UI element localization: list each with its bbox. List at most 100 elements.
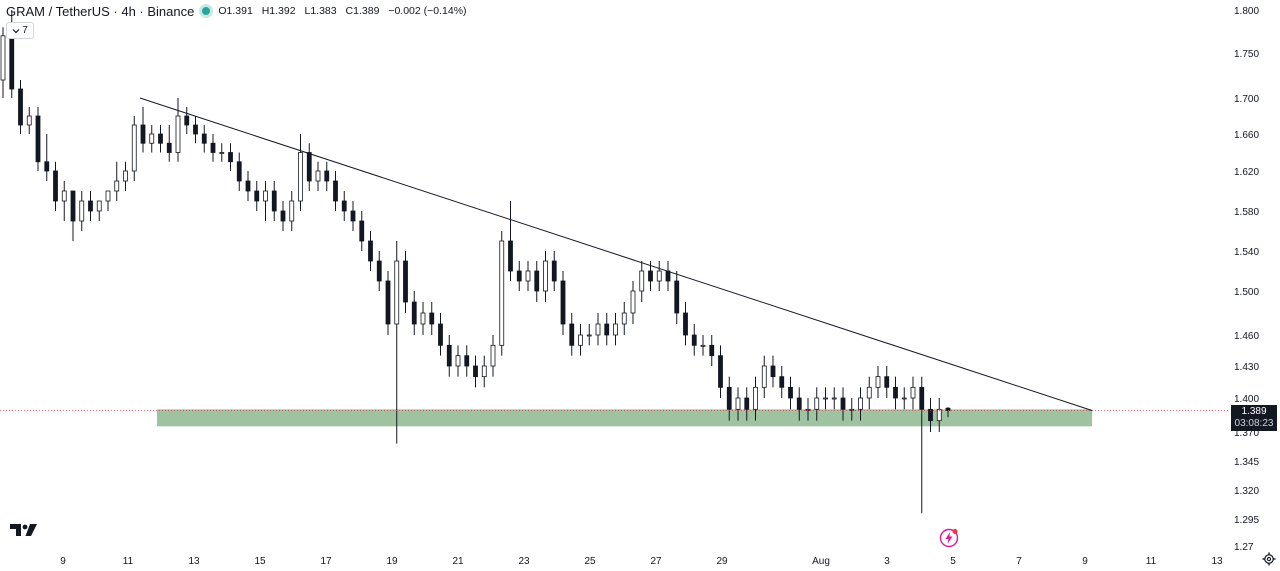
candle-body	[385, 280, 391, 325]
change-value: −0.002 (−0.14%)	[388, 5, 467, 17]
candle-body	[123, 170, 128, 182]
candle	[551, 251, 557, 291]
time-axis[interactable]: 9 11 13 15 17 19 21 23 25 27 29 Aug 3 5 7 9 11 13	[60, 556, 1223, 567]
candle-body	[665, 270, 671, 282]
candle	[840, 387, 846, 421]
x-tick-label: 13	[188, 556, 200, 567]
candle-body	[175, 115, 181, 153]
candle-body	[884, 376, 890, 388]
y-tick-label: 1.540	[1234, 247, 1259, 258]
candle	[761, 355, 767, 398]
candle	[0, 27, 6, 98]
candle-body	[79, 200, 85, 222]
candle-body	[849, 408, 855, 411]
candle-body	[770, 365, 776, 378]
candle	[691, 324, 697, 356]
candle	[44, 134, 50, 181]
candle	[858, 387, 863, 421]
candle	[788, 376, 793, 410]
candle-body	[455, 355, 461, 367]
candle	[481, 355, 487, 388]
candle-body	[201, 133, 207, 144]
candle-body	[604, 323, 610, 336]
indicators-count: 7	[22, 25, 28, 36]
candle	[289, 191, 295, 231]
candle	[446, 335, 452, 377]
candle-body	[753, 386, 758, 410]
candle-body	[595, 323, 601, 336]
candle-body	[324, 170, 330, 182]
candle-body	[823, 397, 828, 400]
candle	[604, 313, 610, 346]
candle	[796, 387, 802, 421]
candle-body	[184, 115, 190, 126]
candle-body	[446, 344, 452, 367]
candle	[131, 116, 137, 181]
candle	[438, 313, 443, 356]
candle	[280, 201, 286, 231]
candle-body	[70, 190, 76, 222]
candle	[359, 211, 365, 251]
candle	[324, 161, 330, 191]
candle	[578, 324, 583, 356]
candle	[875, 366, 881, 398]
price-axis[interactable]: 1.800 1.750 1.700 1.660 1.620 1.580 1.540 1.500…	[1234, 6, 1259, 553]
symbol-title[interactable]: GRAM / TetherUS · 4h · Binance	[6, 3, 195, 19]
x-tick-label: 7	[1016, 556, 1022, 567]
candle	[368, 231, 373, 271]
chart-legend: GRAM / TetherUS · 4h · Binance O1.391 H1…	[6, 2, 473, 20]
candle-body	[910, 386, 916, 399]
y-tick-label: 1.700	[1234, 94, 1259, 105]
x-tick-label: 25	[584, 556, 596, 567]
x-tick-label: 17	[320, 556, 332, 567]
candle-body	[551, 260, 557, 282]
candle	[936, 398, 942, 432]
candle-body	[114, 180, 120, 192]
candle-body	[44, 161, 50, 172]
settings-icon[interactable]	[1262, 552, 1276, 566]
candle	[341, 191, 347, 221]
candle	[543, 251, 548, 302]
candle-body	[481, 365, 487, 378]
candle	[158, 125, 163, 153]
candle	[831, 387, 837, 410]
candle-body	[280, 210, 286, 222]
candle-body	[831, 397, 837, 400]
candle-body	[508, 240, 513, 272]
candle	[884, 366, 890, 398]
candle-body	[560, 280, 566, 325]
candle	[263, 181, 268, 221]
candle	[403, 251, 408, 313]
candle-body	[779, 376, 785, 388]
x-tick-label: 9	[1082, 556, 1088, 567]
chevron-down-icon	[12, 28, 20, 33]
candle-body	[893, 386, 898, 399]
candle	[560, 271, 566, 335]
candle-body	[858, 397, 863, 410]
market-status-dot	[202, 7, 211, 15]
flash-icon[interactable]	[939, 528, 959, 548]
candle-body	[254, 190, 260, 202]
candle-body	[368, 240, 373, 262]
candle-body	[298, 152, 303, 202]
candle	[508, 201, 513, 281]
candle	[236, 152, 242, 191]
candle	[18, 80, 23, 134]
candle-body	[639, 270, 645, 292]
tradingview-logo-icon[interactable]	[10, 522, 38, 538]
candle-body	[96, 200, 102, 212]
candle	[149, 125, 155, 153]
last-price-value: 1.389	[1241, 406, 1267, 417]
candle-body	[131, 124, 137, 172]
candle	[193, 116, 198, 144]
indicators-toggle-button[interactable]: 7	[6, 22, 34, 39]
candle	[315, 161, 321, 191]
x-tick-label: 15	[254, 556, 266, 567]
candle	[516, 261, 522, 291]
candle	[648, 261, 653, 291]
open-value: O1.391	[218, 5, 253, 17]
x-tick-label: 27	[650, 556, 662, 567]
candle	[61, 181, 67, 221]
x-tick-label: Aug	[812, 556, 830, 567]
